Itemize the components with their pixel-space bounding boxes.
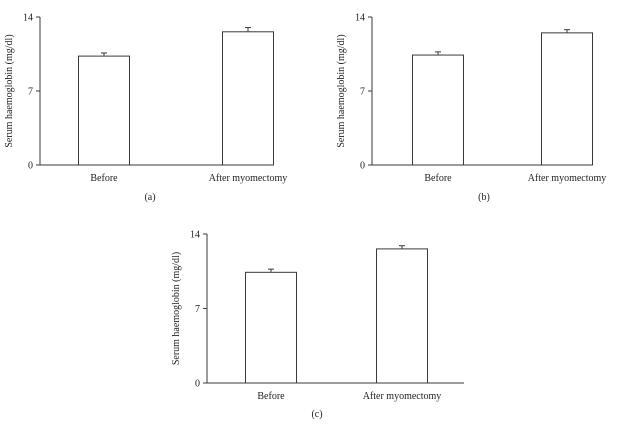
panel-2-x-tick-label-2: After myomectomy [528,173,607,184]
panel-1-y-tick-label: 14 [23,13,33,24]
panel-1-bar-1 [78,55,130,166]
panel-1-y-tick-label: 0 [28,161,33,172]
panel-2-label: (b) [478,192,490,203]
panel-2-y-tick-label: 14 [355,13,365,24]
panel-3-x-tick-label-1: Before [257,391,285,402]
panel-1-bar-2 [222,31,274,166]
panel-2-bar-1 [412,54,464,166]
panel-2-x-tick-label-1: Before [424,173,452,184]
panel-1-x-tick-label-2: After myomectomy [209,173,288,184]
panel-2-bar-2 [541,32,593,166]
panel-3-bar-1 [245,271,297,384]
panel-3-y-tick-label: 0 [195,379,200,390]
panel-3-label: (c) [311,409,322,420]
panel-2-y-tick-label: 7 [360,87,365,98]
panel-3-bar-2 [376,248,428,384]
panel-3-x-tick-label-2: After myomectomy [363,391,442,402]
panel-1-y-tick-label: 7 [28,87,33,98]
panel-3-y-axis-label: Serum haemoglobin (mg/dl) [171,252,182,365]
panel-1-y-axis-label: Serum haemoglobin (mg/dl) [4,34,15,147]
panel-3-y-tick-label: 14 [190,230,200,241]
panel-2-y-axis-label: Serum haemoglobin (mg/dl) [336,34,347,147]
panel-3-y-tick-label: 7 [195,304,200,315]
panel-1-x-tick-label-1: Before [90,173,118,184]
panel-1-label: (a) [144,192,155,203]
panel-2-y-tick-label: 0 [360,161,365,172]
